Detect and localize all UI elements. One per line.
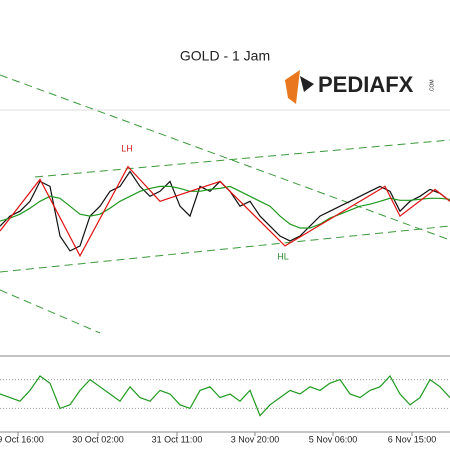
logo: PEDIAFX .COM — [285, 70, 435, 104]
logo-text: PEDIAFX — [318, 72, 414, 97]
x-tick-label: 5 Nov 06:00 — [309, 434, 358, 444]
logo-icon — [285, 70, 300, 104]
x-tick-label: 30 Oct 02:00 — [72, 434, 124, 444]
x-tick-label: 29 Oct 16:00 — [0, 434, 44, 444]
logo-suffix: .COM — [429, 79, 435, 92]
annotation: LH — [121, 143, 133, 153]
trend-line — [0, 74, 450, 241]
trend-line — [0, 289, 101, 334]
logo-icon — [300, 76, 314, 92]
annotation: HL — [277, 251, 289, 261]
trend-line — [34, 139, 450, 178]
x-tick-label: 31 Oct 11:00 — [152, 434, 203, 444]
trend-line — [0, 225, 450, 273]
series-line — [0, 374, 450, 417]
series-line — [0, 185, 450, 229]
chart-title: GOLD - 1 Jam — [180, 48, 270, 64]
x-tick-label: 6 Nov 15:00 — [388, 434, 437, 444]
series-line — [0, 165, 450, 258]
trend-lines — [0, 74, 450, 334]
x-tick-label: 3 Nov 20:00 — [231, 434, 280, 444]
